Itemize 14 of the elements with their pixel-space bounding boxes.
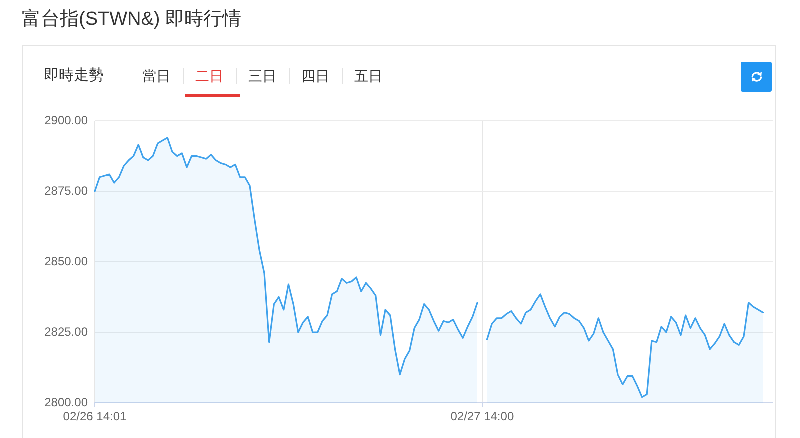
y-tick-label: 2875.00 xyxy=(44,184,88,198)
x-tick-label: 02/27 14:00 xyxy=(450,410,514,424)
text: 五日 xyxy=(354,67,384,85)
chart-subtitle: 即時走勢 xyxy=(44,66,104,86)
chart-title: 富台指(STWN&) 即時行情 xyxy=(22,8,242,32)
text: 當日 xyxy=(142,67,172,85)
y-tick-label: 2850.00 xyxy=(44,254,88,268)
y-tick-label: 2800.00 xyxy=(44,395,88,410)
text: 二日 xyxy=(194,67,224,85)
text: 三日 xyxy=(248,67,278,85)
y-tick-label: 2900.00 xyxy=(44,113,88,128)
text: 四日 xyxy=(300,67,330,85)
y-tick-label: 2825.00 xyxy=(44,324,88,339)
x-tick-label: 02/26 14:01 xyxy=(63,410,128,424)
